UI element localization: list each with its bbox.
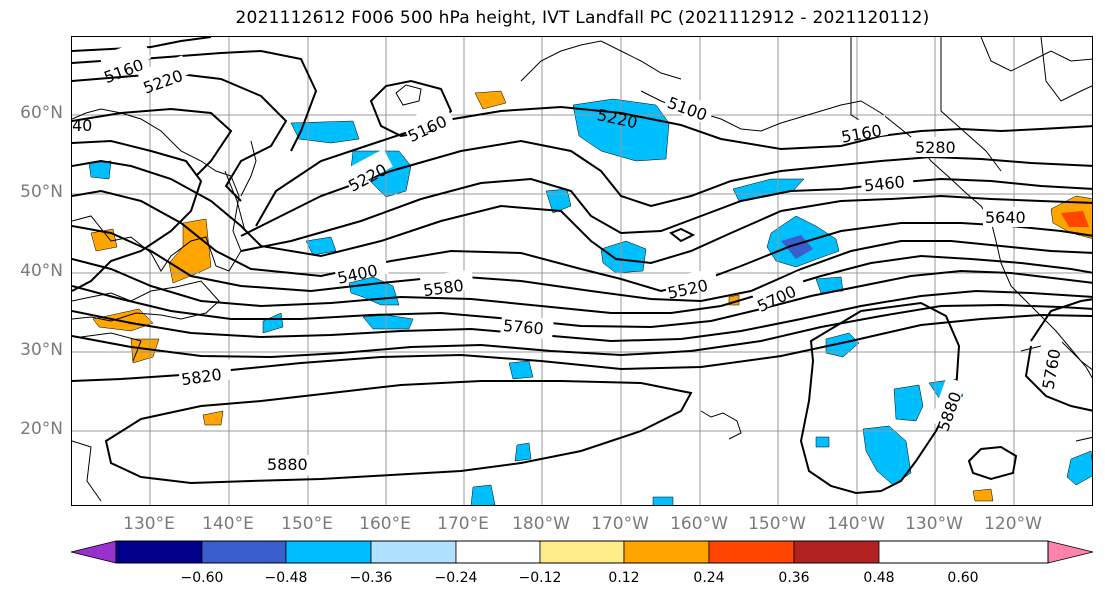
colorbar-tick-label: −0.36 [349,570,393,586]
colorbar-tick-label: 0.24 [693,570,725,586]
colorbar-tick-label: −0.48 [264,570,308,586]
colorbar-segment [115,540,203,564]
colorbar-segment [455,540,541,564]
colorbar-tick-label: 0.48 [863,570,895,586]
lon-label-160w: 160°W [670,514,728,534]
lat-label-50n: 50°N [20,182,63,202]
lon-label-160e: 160°E [359,514,411,534]
colorbar-tick-label: −0.12 [518,570,562,586]
contour-labels: 5160 5220 40 5160 5220 5220 5100 5160 52… [72,39,1064,475]
lat-label-40n: 40°N [20,261,63,281]
lon-label-140e: 140°E [202,514,254,534]
lon-label-150w: 150°W [748,514,806,534]
colorbar-segment [623,540,710,564]
colorbar-tick-label: −0.24 [434,570,478,586]
colorbar-extend-low [70,540,117,564]
colorbar-extend-high [1047,540,1094,564]
lon-label-170e: 170°E [437,514,489,534]
colorbar-segment [370,540,457,564]
map-title: 2021112612 F006 500 hPa height, IVT Land… [235,8,930,28]
map-panel: 5160 5220 40 5160 5220 5220 5100 5160 52… [71,36,1093,506]
lon-label-130w: 130°W [905,514,963,534]
contour-label-5760: 5760 [502,316,544,338]
lon-label-120w: 120°W [984,514,1042,534]
contour-label-5880-west: 5880 [267,455,308,474]
contour-label-5100: 5100 [665,93,710,125]
contour-label-5460: 5460 [863,172,905,195]
colorbar-tick-label: 0.36 [778,570,810,586]
colorbar-segment [285,540,372,564]
lon-label-180w: 180°W [512,514,570,534]
colorbar-segment [793,540,880,564]
colorbar-segment [201,540,287,564]
lat-label-60n: 60°N [20,103,63,123]
colorbar-segment [539,540,625,564]
lon-label-130e: 130°E [123,514,175,534]
contour-label-5640: 5640 [985,208,1026,227]
map-canvas: 5160 5220 40 5160 5220 5220 5100 5160 52… [72,37,1092,505]
contour-label-5280: 5280 [915,138,956,157]
lat-label-30n: 30°N [20,340,63,360]
lon-label-150e: 150°E [281,514,333,534]
colorbar-tick-label: 0.12 [608,570,640,586]
lon-label-170w: 170°W [591,514,649,534]
contour-label-40-left: 40 [72,116,92,135]
lon-label-140w: 140°W [827,514,885,534]
colorbar [70,540,1094,564]
colorbar-segment [708,540,795,564]
lat-label-20n: 20°N [20,419,63,439]
colorbar-tick-label: −0.60 [180,570,224,586]
colorbar-tick-label: 0.60 [947,570,979,586]
